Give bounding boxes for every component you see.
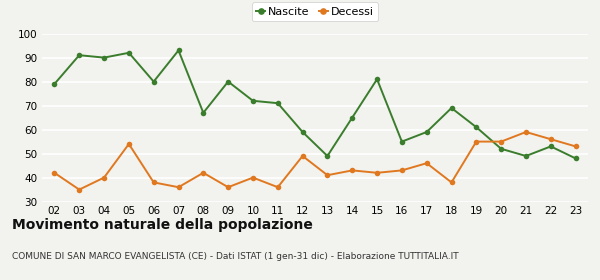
- Nascite: [547, 145, 554, 148]
- Decessi: [76, 188, 83, 191]
- Decessi: [523, 130, 530, 134]
- Decessi: [398, 169, 406, 172]
- Decessi: [175, 186, 182, 189]
- Decessi: [349, 169, 356, 172]
- Decessi: [448, 181, 455, 184]
- Nascite: [299, 130, 306, 134]
- Nascite: [51, 82, 58, 86]
- Decessi: [423, 162, 430, 165]
- Nascite: [175, 49, 182, 52]
- Nascite: [324, 154, 331, 158]
- Nascite: [224, 80, 232, 83]
- Nascite: [250, 99, 257, 102]
- Decessi: [373, 171, 380, 174]
- Nascite: [572, 157, 579, 160]
- Legend: Nascite, Decessi: Nascite, Decessi: [251, 3, 379, 21]
- Nascite: [150, 80, 157, 83]
- Nascite: [398, 140, 406, 143]
- Decessi: [324, 174, 331, 177]
- Decessi: [274, 186, 281, 189]
- Decessi: [299, 154, 306, 158]
- Decessi: [250, 176, 257, 179]
- Nascite: [274, 102, 281, 105]
- Decessi: [497, 140, 505, 143]
- Nascite: [100, 56, 107, 59]
- Decessi: [150, 181, 157, 184]
- Text: COMUNE DI SAN MARCO EVANGELISTA (CE) - Dati ISTAT (1 gen-31 dic) - Elaborazione : COMUNE DI SAN MARCO EVANGELISTA (CE) - D…: [12, 252, 458, 261]
- Decessi: [51, 171, 58, 174]
- Decessi: [572, 145, 579, 148]
- Nascite: [373, 78, 380, 81]
- Text: Movimento naturale della popolazione: Movimento naturale della popolazione: [12, 218, 313, 232]
- Line: Decessi: Decessi: [52, 129, 578, 192]
- Decessi: [125, 142, 133, 146]
- Line: Nascite: Nascite: [52, 48, 578, 161]
- Nascite: [423, 130, 430, 134]
- Decessi: [547, 137, 554, 141]
- Nascite: [448, 106, 455, 110]
- Nascite: [125, 51, 133, 55]
- Nascite: [497, 147, 505, 150]
- Nascite: [349, 116, 356, 119]
- Decessi: [200, 171, 207, 174]
- Decessi: [100, 176, 107, 179]
- Nascite: [76, 53, 83, 57]
- Nascite: [523, 154, 530, 158]
- Decessi: [473, 140, 480, 143]
- Nascite: [200, 111, 207, 115]
- Decessi: [224, 186, 232, 189]
- Nascite: [473, 125, 480, 129]
